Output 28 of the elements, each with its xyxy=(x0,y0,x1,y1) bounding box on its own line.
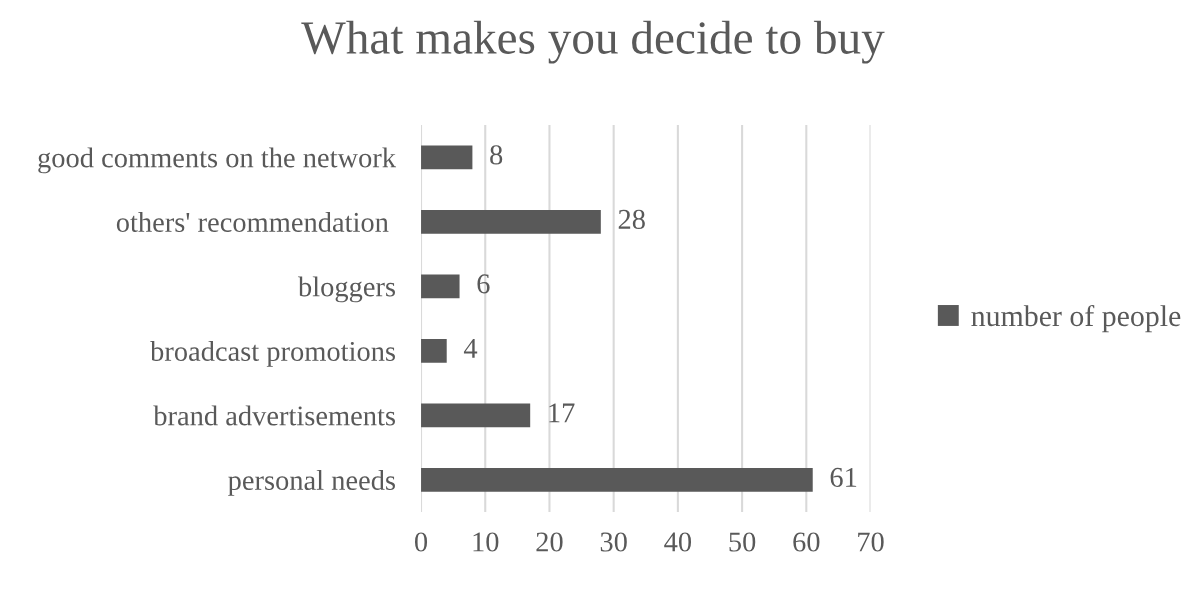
x-tick-label: 70 xyxy=(858,532,884,552)
bar xyxy=(421,209,601,234)
bar xyxy=(421,338,447,363)
data-label: 6 xyxy=(477,274,490,294)
x-tick-label: 10 xyxy=(473,532,499,552)
legend-label: number of people xyxy=(971,304,1181,333)
x-tick-label: 30 xyxy=(600,532,627,552)
x-tick-label: 40 xyxy=(664,532,692,552)
data-label: 28 xyxy=(618,209,645,229)
y-tick-label: others' recommendation xyxy=(116,211,389,232)
bar xyxy=(421,274,460,299)
data-label: 4 xyxy=(463,338,478,358)
chart-title: What makes you decide to buy xyxy=(301,20,885,64)
x-tick-label: 60 xyxy=(793,532,820,552)
bar xyxy=(421,403,531,428)
x-tick-label: 50 xyxy=(729,532,756,552)
data-label: 8 xyxy=(490,145,503,165)
y-tick-label: broadcast promotions xyxy=(150,340,395,367)
y-tick-label: bloggers xyxy=(297,276,395,303)
data-label: 17 xyxy=(549,403,575,423)
bar xyxy=(421,145,473,170)
x-tick-label: 20 xyxy=(536,532,563,552)
bar xyxy=(421,467,813,492)
x-tick-label: 0 xyxy=(415,532,428,552)
y-tick-label: personal needs xyxy=(228,469,395,496)
y-tick-label: brand advertisements xyxy=(153,405,395,426)
data-label: 61 xyxy=(830,467,857,487)
y-tick-label: good comments on the network xyxy=(38,147,397,174)
